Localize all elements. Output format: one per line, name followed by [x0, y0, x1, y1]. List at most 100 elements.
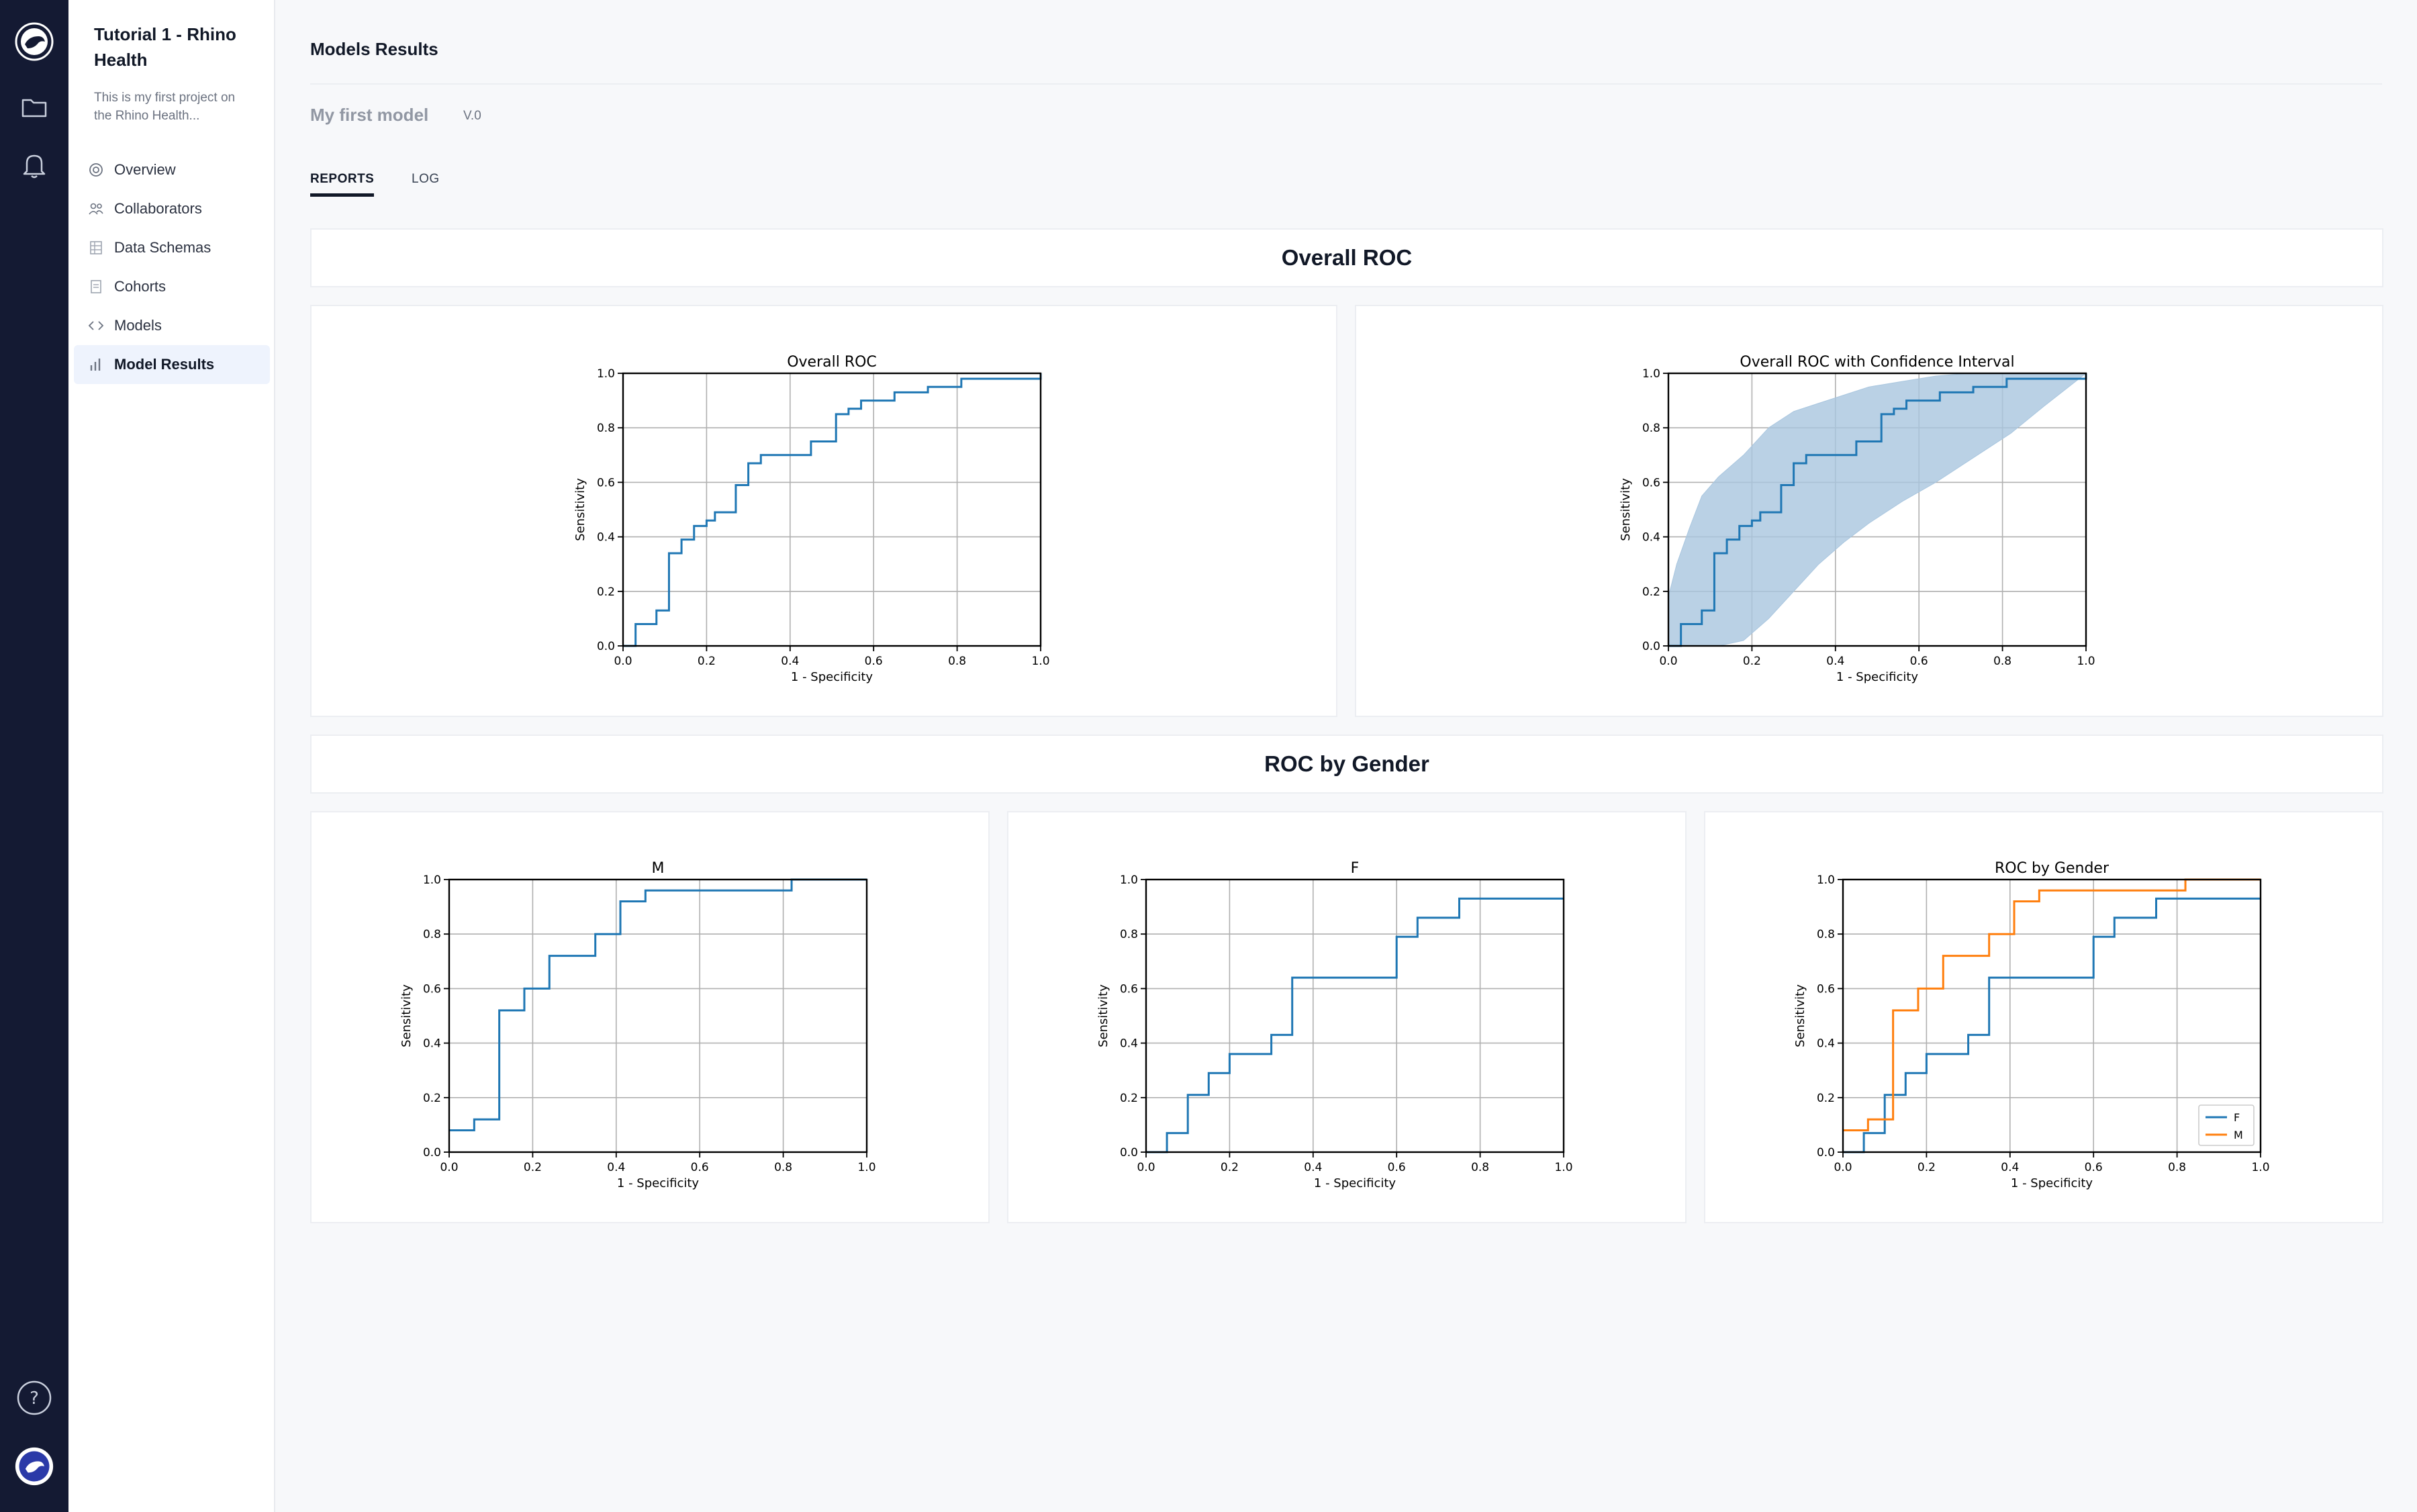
roc-f-chart: 0.0 0.2 0.4 0.6 0.8 1.0 0.0 0.2 0.4 0.6 0.8 1.0 F 1 -… [1096, 860, 1573, 1190]
x-tick-label: 0.6 [865, 655, 883, 668]
y-tick-label: 0.4 [423, 1037, 441, 1051]
x-tick-label: 0.8 [1993, 655, 2011, 668]
x-tick-label: 0.2 [524, 1161, 542, 1174]
sidebar-item-cohorts[interactable]: Cohorts [74, 267, 270, 306]
x-tick-label: 1.0 [857, 1161, 875, 1174]
chart-title: F [1351, 860, 1360, 877]
page-title: Models Results [310, 39, 438, 59]
y-tick-label: 0.0 [1817, 1146, 1835, 1160]
y-tick-label: 0.0 [597, 640, 615, 653]
y-tick-label: 0.0 [1120, 1146, 1138, 1160]
sidebar-item-models[interactable]: Models [74, 306, 270, 345]
rhino-logo-icon[interactable] [14, 21, 54, 62]
code-icon [87, 317, 105, 334]
sidebar-item-label: Cohorts [114, 278, 167, 295]
y-tick-label: 0.6 [597, 476, 615, 489]
project-sidebar: Tutorial 1 - Rhino Health This is my fir… [68, 0, 275, 1512]
bar-chart-icon [87, 356, 105, 373]
x-tick-label: 0.2 [1221, 1161, 1239, 1174]
confidence-band [1668, 373, 2087, 647]
legend-box [2198, 1104, 2255, 1146]
x-axis-label: 1 - Specificity [791, 670, 873, 684]
y-axis-label: Sensitivity [1619, 478, 1633, 541]
chart-card-overall-roc-ci: 0.0 0.2 0.4 0.6 0.8 1.0 0.0 0.2 0.4 0.6 0.8 1.0 Over… [1355, 305, 2383, 717]
x-tick-label: 0.4 [2001, 1161, 2019, 1174]
svg-text:?: ? [30, 1388, 39, 1409]
x-axis-label: 1 - Specificity [1836, 670, 1919, 684]
roc-curve-series-0 [449, 878, 867, 1132]
x-tick-label: 0.6 [691, 1161, 709, 1174]
chart-title: ROC by Gender [1995, 860, 2110, 877]
tab-reports[interactable]: REPORTS [310, 172, 375, 197]
x-tick-label: 1.0 [2251, 1161, 2269, 1174]
sidebar-item-overview[interactable]: Overview [74, 150, 270, 189]
y-axis-label: Sensitivity [1096, 984, 1110, 1047]
project-nav: Overview Collaborators Data Schemas Coho… [74, 150, 270, 384]
roc-m-chart: 0.0 0.2 0.4 0.6 0.8 1.0 0.0 0.2 0.4 0.6 0.8 1.0 M 1 -… [399, 860, 876, 1190]
x-tick-label: 0.8 [2168, 1161, 2186, 1174]
sidebar-item-collaborators[interactable]: Collaborators [74, 189, 270, 228]
chart-card-roc-f: 0.0 0.2 0.4 0.6 0.8 1.0 0.0 0.2 0.4 0.6 0.8 1.0 F 1 -… [1007, 811, 1687, 1223]
x-tick-label: 0.6 [1388, 1161, 1406, 1174]
chart-title: M [652, 860, 665, 877]
x-tick-label: 0.8 [774, 1161, 792, 1174]
y-tick-label: 0.6 [1817, 982, 1835, 996]
model-version: V.0 [463, 109, 481, 123]
sidebar-item-label: Overview [114, 161, 176, 178]
x-tick-label: 0.4 [1304, 1161, 1322, 1174]
x-tick-label: 0.0 [614, 655, 632, 668]
roc-curve-f [1843, 897, 2261, 1153]
x-tick-label: 0.4 [781, 655, 799, 668]
roc-curve-series-0 [623, 373, 1042, 647]
y-tick-label: 1.0 [1817, 873, 1835, 887]
project-description: This is my first project on the Rhino He… [94, 91, 236, 123]
chart-legend: FM [2198, 1104, 2255, 1146]
axes-frame [1145, 878, 1565, 1153]
sidebar-item-data-schemas[interactable]: Data Schemas [74, 228, 270, 267]
x-tick-label: 0.4 [607, 1161, 625, 1174]
sidebar-item-label: Models [114, 317, 162, 334]
project-title: Tutorial 1 - Rhino Health [94, 24, 236, 70]
x-tick-label: 0.8 [948, 655, 966, 668]
cohorts-icon [87, 278, 105, 295]
folder-icon[interactable] [14, 87, 54, 128]
y-tick-label: 0.2 [597, 585, 615, 599]
help-icon[interactable]: ? [14, 1378, 54, 1418]
collaborators-icon [87, 200, 105, 218]
sidebar-item-model-results[interactable]: Model Results [74, 345, 270, 384]
tab-log[interactable]: LOG [412, 172, 440, 186]
y-axis-label: Sensitivity [399, 984, 414, 1047]
y-tick-label: 0.6 [1120, 982, 1138, 996]
x-tick-label: 0.8 [1471, 1161, 1489, 1174]
y-tick-label: 1.0 [1120, 873, 1138, 887]
chart-title: Overall ROC [787, 354, 877, 371]
data-schemas-icon [87, 239, 105, 256]
y-tick-label: 0.8 [1120, 928, 1138, 941]
overall-roc-ci-chart: 0.0 0.2 0.4 0.6 0.8 1.0 0.0 0.2 0.4 0.6 0.8 1.0 Over… [1619, 354, 2095, 684]
section-header-overall-roc: Overall ROC [310, 228, 2383, 287]
title-divider [310, 83, 2382, 85]
user-avatar-icon[interactable] [14, 1446, 54, 1486]
overview-icon [87, 161, 105, 179]
x-axis-label: 1 - Specificity [2011, 1176, 2093, 1190]
section-header-roc-by-gender: ROC by Gender [310, 735, 2383, 794]
x-tick-label: 0.6 [2085, 1161, 2103, 1174]
sidebar-item-label: Model Results [114, 356, 215, 373]
x-axis-label: 1 - Specificity [617, 1176, 700, 1190]
x-tick-label: 0.0 [1659, 655, 1677, 668]
y-axis-label: Sensitivity [1793, 984, 1807, 1047]
model-name: My first model [310, 105, 429, 125]
legend-label: M [2234, 1129, 2243, 1141]
axes-frame [1842, 878, 2262, 1153]
y-tick-label: 0.8 [1642, 422, 1660, 435]
y-tick-label: 0.4 [1120, 1037, 1138, 1051]
y-tick-label: 0.8 [597, 422, 615, 435]
y-tick-label: 0.2 [423, 1092, 441, 1105]
axes-frame [448, 878, 868, 1153]
chart-card-roc-m: 0.0 0.2 0.4 0.6 0.8 1.0 0.0 0.2 0.4 0.6 0.8 1.0 M 1 -… [310, 811, 990, 1223]
bell-icon[interactable] [14, 145, 54, 185]
y-tick-label: 0.2 [1120, 1092, 1138, 1105]
y-tick-label: 0.8 [423, 928, 441, 941]
x-tick-label: 1.0 [1554, 1161, 1572, 1174]
y-tick-label: 1.0 [597, 367, 615, 381]
